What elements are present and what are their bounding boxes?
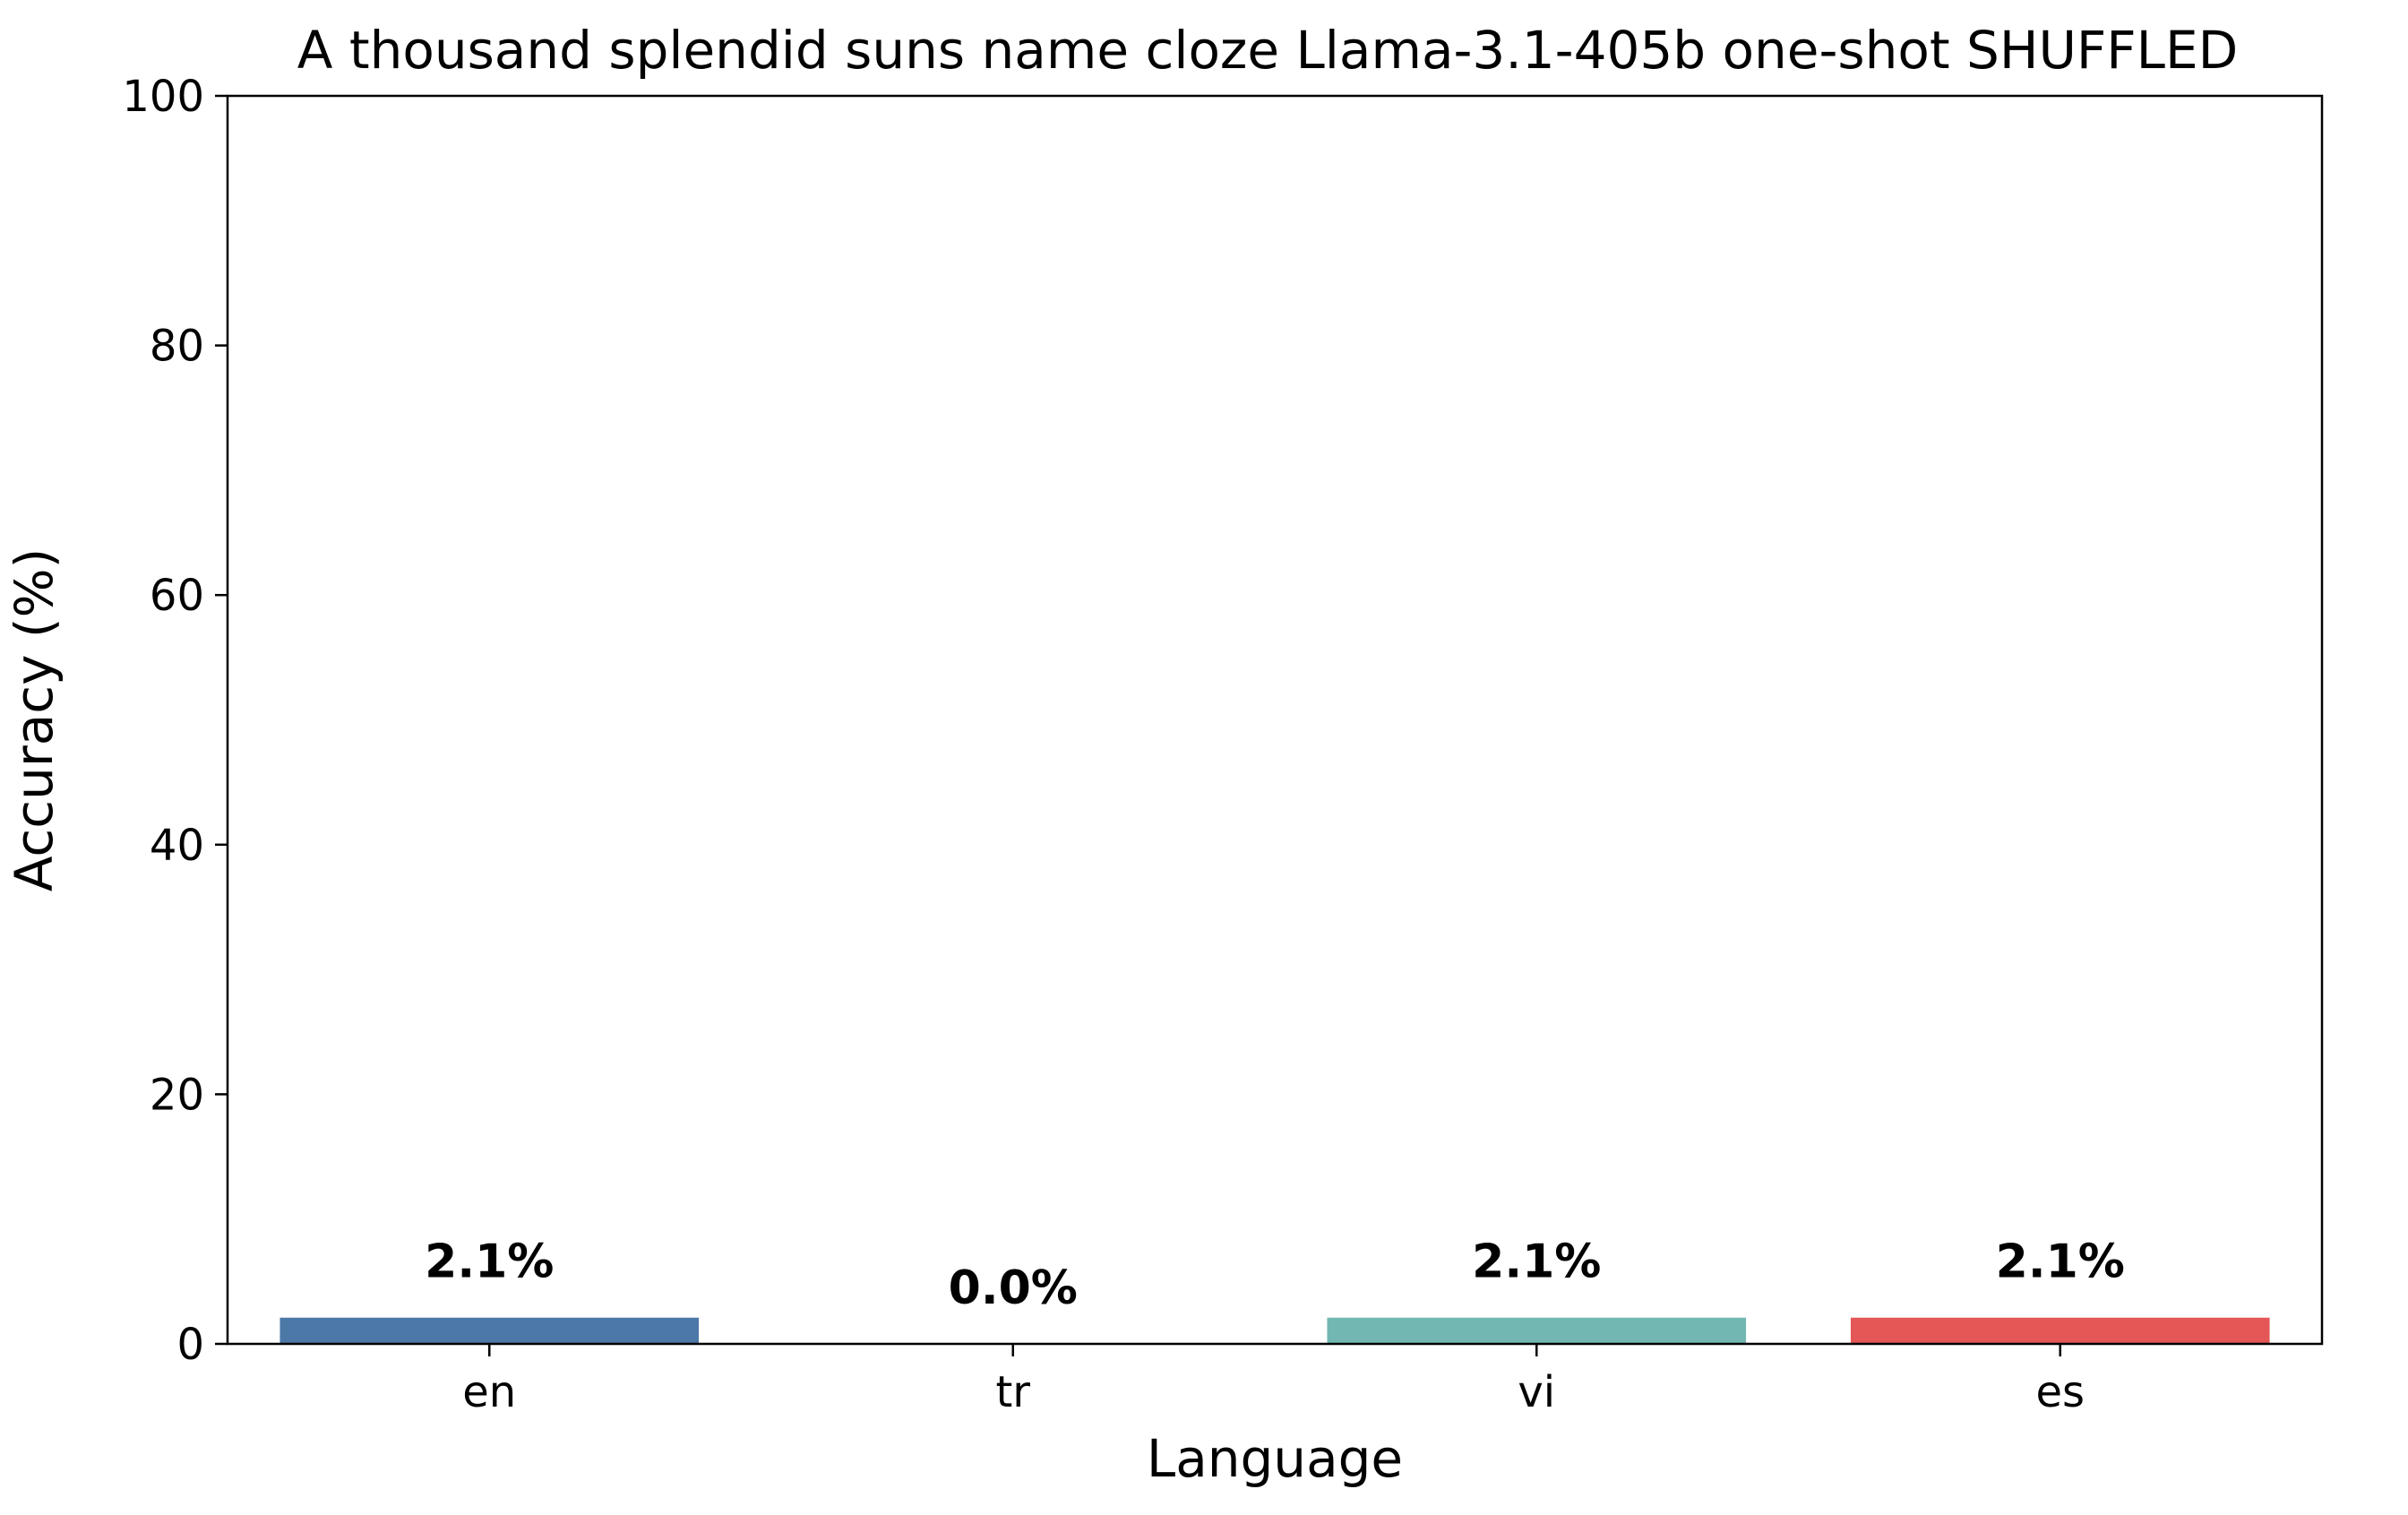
bar-value-labels: 2.1% 0.0% 2.1% 2.1% bbox=[425, 1235, 2125, 1315]
bar-value-label-en: 2.1% bbox=[425, 1235, 554, 1289]
x-tick-label-en: en bbox=[462, 1367, 516, 1417]
plot-area-frame bbox=[226, 94, 2324, 1346]
y-tick-label: 20 bbox=[150, 1070, 204, 1120]
bar-es bbox=[1850, 1317, 2270, 1344]
x-axis-ticks: en tr vi es bbox=[462, 1344, 2085, 1417]
y-tick-label: 40 bbox=[150, 821, 204, 871]
bar-en bbox=[280, 1317, 700, 1344]
chart-title: A thousand splendid suns name cloze Llam… bbox=[297, 20, 2239, 81]
y-axis-label: Accuracy (%) bbox=[4, 548, 64, 892]
x-axis-label: Language bbox=[1147, 1428, 1403, 1489]
y-tick-label: 60 bbox=[150, 571, 204, 621]
y-tick-label: 100 bbox=[122, 72, 204, 122]
bars-group bbox=[280, 1317, 2270, 1344]
x-tick-label-tr: tr bbox=[995, 1367, 1030, 1417]
x-tick-label-es: es bbox=[2035, 1367, 2085, 1417]
y-axis-ticks: 0 20 40 60 80 100 bbox=[122, 72, 228, 1370]
x-tick-label-vi: vi bbox=[1518, 1367, 1555, 1417]
y-tick-label: 0 bbox=[176, 1320, 204, 1370]
y-tick-label: 80 bbox=[150, 322, 204, 372]
bar-value-label-es: 2.1% bbox=[1996, 1235, 2125, 1289]
bar-vi bbox=[1327, 1317, 1747, 1344]
bar-value-label-vi: 2.1% bbox=[1472, 1235, 1601, 1289]
bar-value-label-tr: 0.0% bbox=[949, 1261, 1078, 1315]
